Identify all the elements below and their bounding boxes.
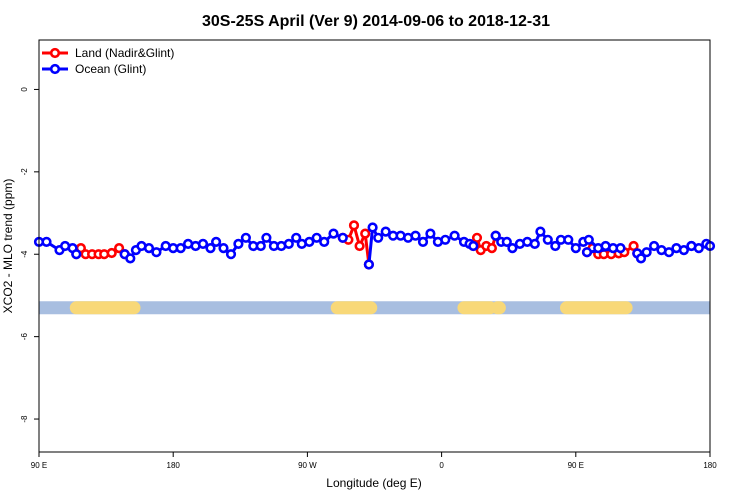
- data-point: [468, 240, 479, 252]
- data-point: [175, 243, 186, 254]
- data-point: [529, 238, 540, 249]
- data-point: [449, 230, 460, 241]
- y-tick-label: 0: [20, 87, 29, 92]
- data-point: [311, 232, 322, 243]
- data-point: [113, 243, 125, 254]
- data-point: [440, 234, 451, 245]
- data-point: [471, 232, 483, 243]
- y-tick-label: -6: [20, 333, 29, 341]
- x-tick-label: 0: [439, 461, 444, 470]
- data-point: [304, 236, 315, 247]
- data-point: [693, 243, 704, 254]
- y-tick-label: -2: [20, 168, 29, 176]
- y-axis-label: XCO2 - MLO trend (ppm): [1, 179, 15, 314]
- data-point: [205, 243, 216, 254]
- legend-label: Ocean (Glint): [75, 62, 146, 76]
- data-point: [570, 243, 581, 254]
- data-point: [71, 249, 82, 260]
- data-point: [628, 240, 639, 252]
- legend-label: Land (Nadir&Glint): [75, 46, 174, 60]
- data-point: [635, 253, 647, 264]
- data-point: [663, 247, 675, 258]
- data-point: [648, 240, 660, 252]
- data-point: [233, 238, 244, 249]
- x-tick-label: 90 W: [298, 461, 317, 470]
- data-point: [143, 243, 155, 254]
- data-point: [348, 220, 360, 231]
- data-point: [641, 247, 652, 258]
- legend-swatch-marker: [49, 47, 61, 59]
- data-point: [373, 232, 384, 243]
- data-point: [261, 232, 272, 243]
- data-point: [337, 232, 348, 243]
- data-point: [425, 228, 436, 239]
- x-tick-label: 90 E: [31, 461, 47, 470]
- data-point: [211, 236, 222, 247]
- y-tick-label: -4: [20, 250, 29, 258]
- y-tick-label: -8: [20, 415, 29, 423]
- data-point: [125, 253, 136, 264]
- x-axis-label: Longitude (deg E): [326, 476, 421, 490]
- x-tick-label: 90 E: [568, 461, 584, 470]
- data-point: [319, 236, 330, 247]
- data-point: [360, 228, 371, 239]
- data-point: [581, 247, 593, 258]
- x-tick-label: 180: [703, 461, 717, 470]
- data-point: [106, 247, 117, 259]
- series-ocean: [33, 222, 716, 270]
- legend-swatch-marker: [49, 63, 61, 75]
- data-point: [380, 226, 391, 237]
- legend: Land (Nadir&Glint) Ocean (Glint): [42, 46, 174, 76]
- data-point: [583, 234, 594, 245]
- y-axis: 0 -2 -4 -6 -8: [20, 87, 39, 423]
- data-point: [535, 226, 546, 237]
- data-point: [490, 230, 501, 241]
- data-point: [218, 243, 229, 254]
- data-point: [255, 240, 266, 252]
- plot-frame: [38, 39, 711, 453]
- data-point: [678, 245, 690, 256]
- data-point: [41, 236, 52, 247]
- data-point: [225, 249, 237, 260]
- data-point: [410, 230, 421, 241]
- data-point: [283, 238, 294, 249]
- data-point: [417, 236, 429, 247]
- data-point: [354, 240, 365, 252]
- x-axis: 90 E 180 90 W 0 90 E 180: [31, 452, 717, 470]
- data-point: [507, 243, 518, 254]
- series-layer: [33, 220, 716, 270]
- data-point: [328, 228, 339, 239]
- data-point: [151, 247, 162, 258]
- data-point: [615, 243, 626, 254]
- data-point: [363, 259, 375, 270]
- x-tick-label: 180: [167, 461, 181, 470]
- data-point: [197, 238, 209, 249]
- data-point: [550, 240, 561, 252]
- data-point: [291, 232, 302, 243]
- data-point: [367, 222, 378, 233]
- chart-title: 30S-25S April (Ver 9) 2014-09-06 to 2018…: [202, 13, 550, 30]
- data-point: [542, 234, 553, 245]
- data-point: [501, 236, 512, 247]
- data-point: [240, 232, 251, 243]
- data-point: [486, 243, 498, 254]
- data-point: [563, 234, 574, 245]
